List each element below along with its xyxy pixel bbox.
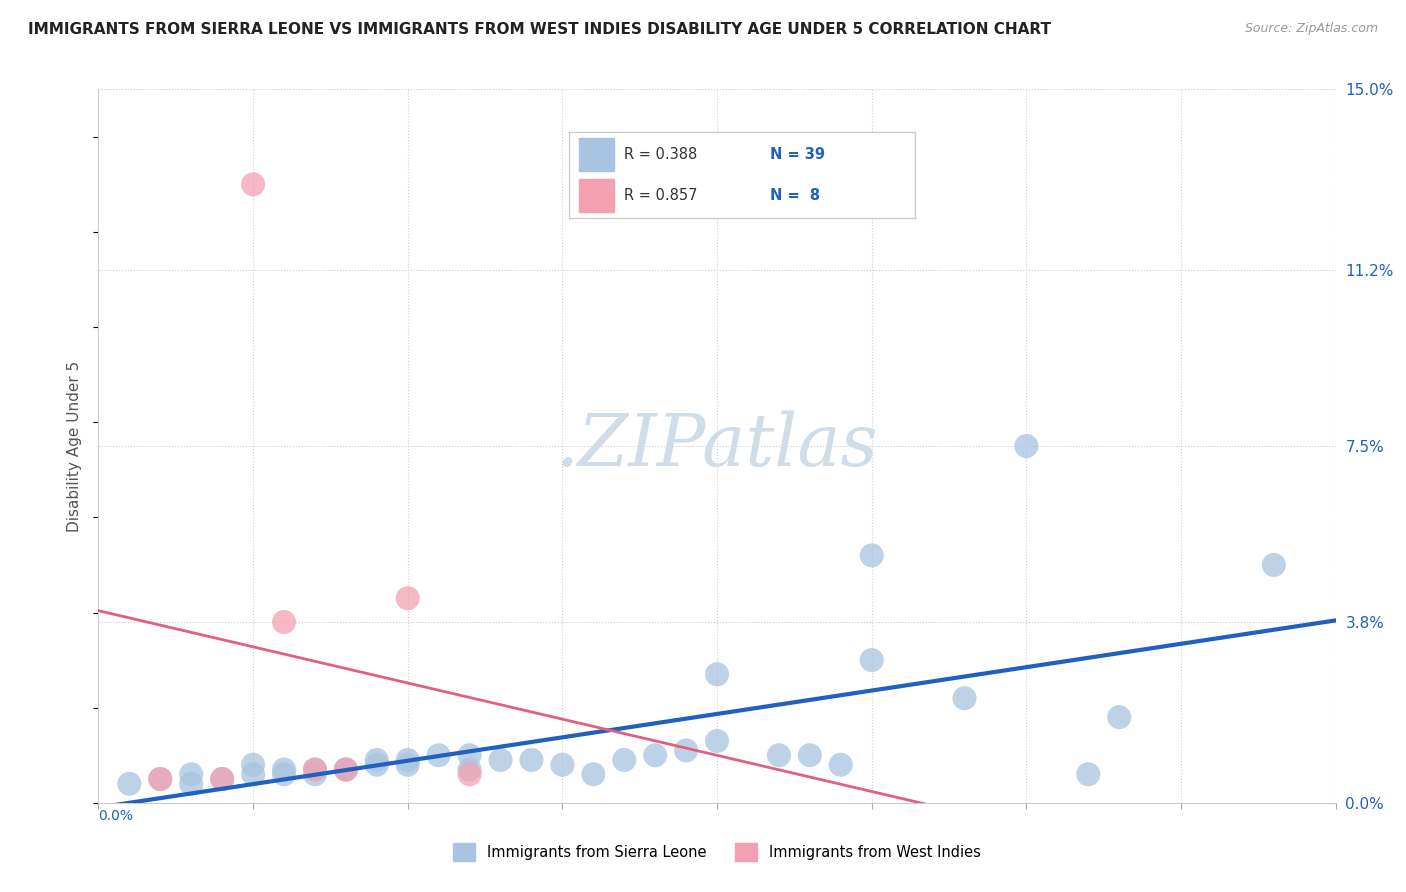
Y-axis label: Disability Age Under 5: Disability Age Under 5	[67, 360, 83, 532]
Point	[458, 767, 481, 781]
Point	[582, 767, 605, 781]
Point	[860, 549, 883, 563]
Point	[396, 591, 419, 606]
Text: 0.0%: 0.0%	[98, 808, 134, 822]
Point	[644, 748, 666, 763]
Text: IMMIGRANTS FROM SIERRA LEONE VS IMMIGRANTS FROM WEST INDIES DISABILITY AGE UNDER: IMMIGRANTS FROM SIERRA LEONE VS IMMIGRAN…	[28, 22, 1052, 37]
Point	[242, 178, 264, 192]
Point	[118, 777, 141, 791]
Point	[273, 767, 295, 781]
Point	[366, 753, 388, 767]
Point	[613, 753, 636, 767]
Point	[242, 757, 264, 772]
Legend: Immigrants from Sierra Leone, Immigrants from West Indies: Immigrants from Sierra Leone, Immigrants…	[447, 838, 987, 867]
Point	[366, 757, 388, 772]
Point	[427, 748, 450, 763]
Point	[1015, 439, 1038, 453]
Point	[335, 763, 357, 777]
Text: Source: ZipAtlas.com: Source: ZipAtlas.com	[1244, 22, 1378, 36]
Point	[211, 772, 233, 786]
Point	[830, 757, 852, 772]
Point	[860, 653, 883, 667]
Text: N = 39: N = 39	[769, 147, 824, 161]
Bar	[579, 179, 613, 211]
Point	[799, 748, 821, 763]
Text: R = 0.857: R = 0.857	[624, 188, 697, 202]
Point	[953, 691, 976, 706]
Point	[242, 767, 264, 781]
Point	[675, 743, 697, 757]
Point	[180, 777, 202, 791]
Point	[1108, 710, 1130, 724]
Point	[458, 748, 481, 763]
Text: R = 0.388: R = 0.388	[624, 147, 697, 161]
Point	[149, 772, 172, 786]
Point	[551, 757, 574, 772]
Point	[304, 763, 326, 777]
Point	[458, 763, 481, 777]
Point	[273, 615, 295, 629]
Point	[489, 753, 512, 767]
Point	[396, 753, 419, 767]
Point	[706, 734, 728, 748]
Point	[304, 763, 326, 777]
Point	[211, 772, 233, 786]
Point	[768, 748, 790, 763]
Point	[520, 753, 543, 767]
Point	[304, 767, 326, 781]
Point	[149, 772, 172, 786]
Point	[1263, 558, 1285, 572]
Point	[706, 667, 728, 681]
Text: .ZIPatlas: .ZIPatlas	[555, 410, 879, 482]
Point	[335, 763, 357, 777]
Point	[335, 763, 357, 777]
Point	[180, 767, 202, 781]
Point	[273, 763, 295, 777]
Point	[396, 757, 419, 772]
Text: N =  8: N = 8	[769, 188, 820, 202]
Point	[1077, 767, 1099, 781]
Bar	[579, 138, 613, 170]
